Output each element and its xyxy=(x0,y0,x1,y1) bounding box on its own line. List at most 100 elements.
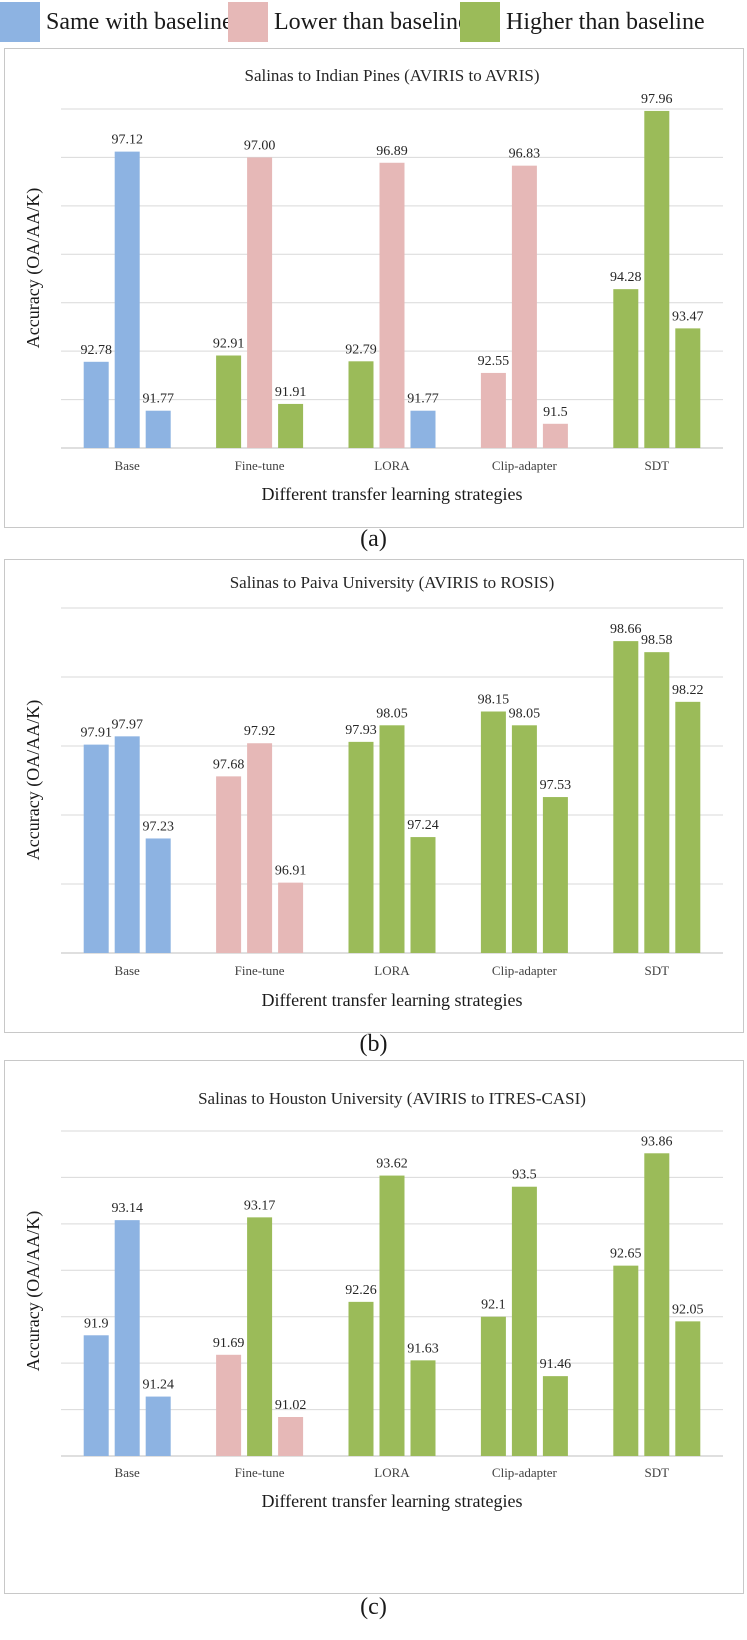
legend: Same with baseline Lower than baseline H… xyxy=(0,0,747,44)
x-tick-label: SDT xyxy=(645,458,670,473)
data-label: 91.69 xyxy=(213,1336,245,1351)
bar-oa xyxy=(348,741,374,953)
data-label: 97.23 xyxy=(142,819,174,834)
bar-aa xyxy=(247,743,273,953)
bar-k xyxy=(410,837,436,953)
data-label: 97.96 xyxy=(641,92,673,107)
data-label: 92.91 xyxy=(213,337,245,352)
y-axis-label: Accuracy (OA/AA/K) xyxy=(23,1211,44,1371)
bar-k xyxy=(410,1360,436,1456)
data-label: 97.91 xyxy=(80,726,112,741)
chart-panel-b: Salinas to Paiva University (AVIRIS to R… xyxy=(4,559,744,1033)
x-tick-label: Base xyxy=(115,458,141,473)
data-label: 91.5 xyxy=(543,405,568,420)
legend-label-same: Same with baseline xyxy=(46,8,233,35)
x-axis-label: Different transfer learning strategies xyxy=(261,1491,522,1511)
bar-aa xyxy=(114,151,140,449)
data-label: 96.91 xyxy=(275,864,307,879)
panel-label-b: (b) xyxy=(359,1031,388,1057)
bar-oa xyxy=(216,776,242,953)
data-label: 91.77 xyxy=(407,392,439,407)
chart-title: Salinas to Paiva University (AVIRIS to R… xyxy=(230,573,555,592)
bar-k xyxy=(675,328,701,448)
data-label: 92.1 xyxy=(481,1298,506,1313)
bar-k xyxy=(278,1417,304,1456)
bar-oa xyxy=(83,361,109,448)
chart-panel-c: Salinas to Houston University (AVIRIS to… xyxy=(4,1060,744,1594)
x-tick-label: Fine-tune xyxy=(235,963,285,978)
bar-aa xyxy=(247,1217,273,1456)
bar-aa xyxy=(379,1175,405,1456)
data-label: 97.92 xyxy=(244,724,276,739)
data-label: 98.15 xyxy=(478,693,510,708)
bar-k xyxy=(675,701,701,953)
x-tick-label: LORA xyxy=(374,963,410,978)
bar-aa xyxy=(379,725,405,953)
bar-aa xyxy=(644,110,670,449)
x-tick-label: LORA xyxy=(374,458,410,473)
x-tick-label: Fine-tune xyxy=(235,1465,285,1480)
bar-aa xyxy=(511,1186,537,1456)
data-label: 91.63 xyxy=(407,1341,439,1356)
data-label: 94.28 xyxy=(610,270,642,285)
data-label: 97.12 xyxy=(111,133,143,148)
data-label: 91.46 xyxy=(540,1357,572,1372)
data-label: 91.77 xyxy=(142,392,174,407)
x-tick-label: SDT xyxy=(645,963,670,978)
x-axis-label: Different transfer learning strategies xyxy=(261,990,522,1010)
y-axis-label: Accuracy (OA/AA/K) xyxy=(23,188,44,348)
data-label: 93.14 xyxy=(111,1201,143,1216)
chart-c: Salinas to Houston University (AVIRIS to… xyxy=(23,1089,723,1511)
x-tick-label: Clip-adapter xyxy=(492,963,558,978)
bar-aa xyxy=(511,165,537,448)
data-label: 92.65 xyxy=(610,1247,642,1262)
data-label: 96.83 xyxy=(509,147,541,162)
bar-aa xyxy=(644,1153,670,1456)
data-label: 92.55 xyxy=(478,354,510,369)
legend-item-same: Same with baseline xyxy=(0,2,233,42)
data-label: 96.89 xyxy=(376,144,408,159)
panel-label-c: (c) xyxy=(360,1594,387,1620)
bar-oa xyxy=(83,1335,109,1456)
legend-item-lower: Lower than baseline xyxy=(228,2,469,42)
bar-k xyxy=(675,1321,701,1456)
x-tick-label: LORA xyxy=(374,1465,410,1480)
bar-aa xyxy=(511,725,537,953)
bar-oa xyxy=(216,355,242,448)
legend-label-lower: Lower than baseline xyxy=(274,8,469,35)
x-tick-label: Base xyxy=(115,1465,141,1480)
panel-label-a: (a) xyxy=(360,526,387,552)
chart-a: Salinas to Indian Pines (AVIRIS to AVRIS… xyxy=(23,66,723,504)
data-label: 97.68 xyxy=(213,757,245,772)
legend-swatch-lower xyxy=(228,2,268,42)
data-label: 93.17 xyxy=(244,1198,276,1213)
chart-b: Salinas to Paiva University (AVIRIS to R… xyxy=(23,573,723,1010)
bar-oa xyxy=(348,361,374,448)
chart-panel-a: Salinas to Indian Pines (AVIRIS to AVRIS… xyxy=(4,48,744,528)
bar-k xyxy=(145,410,171,448)
bar-k xyxy=(145,838,171,953)
x-axis-label: Different transfer learning strategies xyxy=(261,484,522,504)
data-label: 98.66 xyxy=(610,622,642,637)
bar-oa xyxy=(480,711,506,953)
bar-k xyxy=(278,882,304,953)
x-tick-label: Clip-adapter xyxy=(492,1465,558,1480)
bar-oa xyxy=(216,1354,242,1456)
data-label: 92.26 xyxy=(345,1283,377,1298)
data-label: 98.05 xyxy=(509,706,541,721)
bar-k xyxy=(410,410,436,448)
data-label: 92.78 xyxy=(80,343,112,358)
data-label: 97.00 xyxy=(244,138,276,153)
bar-aa xyxy=(644,652,670,953)
bar-aa xyxy=(379,162,405,448)
y-axis-label: Accuracy (OA/AA/K) xyxy=(23,700,44,860)
data-label: 93.86 xyxy=(641,1134,673,1149)
bar-k xyxy=(145,1396,171,1456)
x-tick-label: SDT xyxy=(645,1465,670,1480)
data-label: 93.47 xyxy=(672,309,704,324)
legend-item-higher: Higher than baseline xyxy=(460,2,705,42)
data-label: 97.97 xyxy=(111,717,143,732)
data-label: 97.24 xyxy=(407,818,439,833)
bar-oa xyxy=(348,1301,374,1456)
data-label: 98.05 xyxy=(376,706,408,721)
